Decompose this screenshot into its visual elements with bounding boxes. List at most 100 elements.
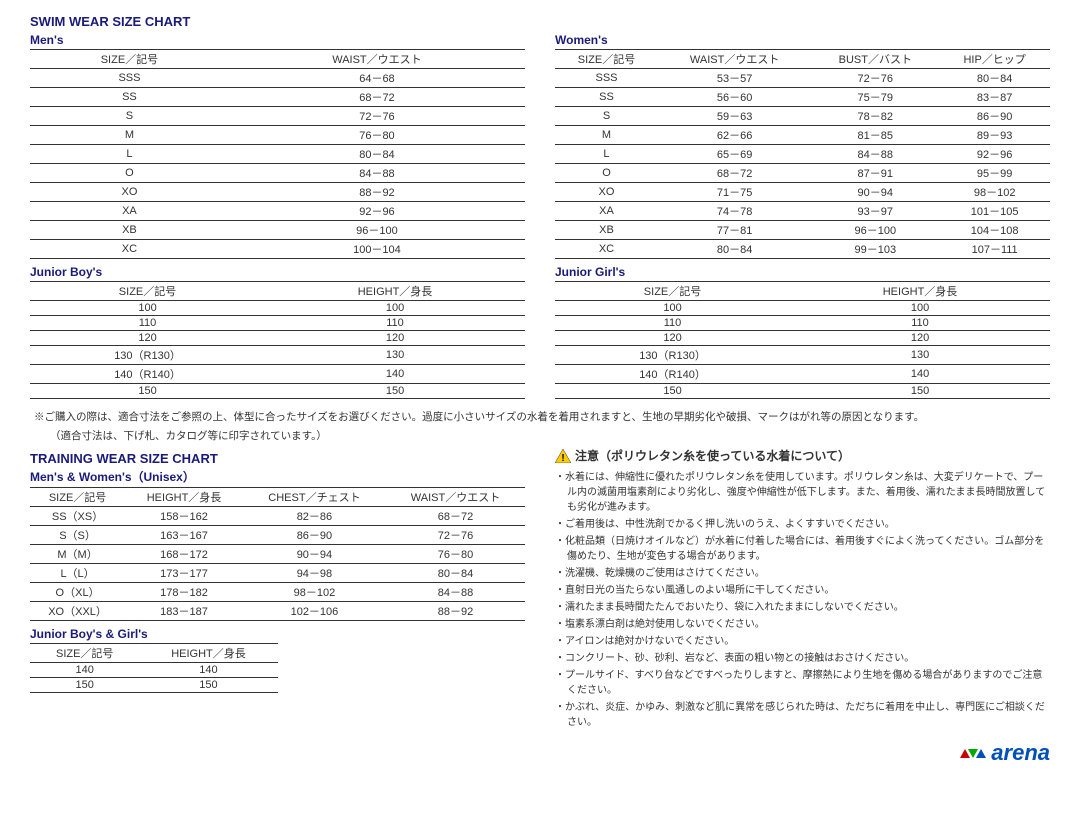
table-cell: SS（XS） [30,507,125,526]
table-cell: 120 [30,331,265,346]
table-cell: SS [555,88,658,107]
unisex-title: Men's & Women's（Unisex） [30,468,525,485]
table-cell: L [555,145,658,164]
caution-item: 洗濯機、乾燥機のご使用はさけてください。 [555,566,1050,581]
table-header: WAIST／ウエスト [229,50,525,69]
table-row: 130（R130）130 [555,346,1050,365]
table-cell: 140 [790,365,1050,384]
caution-item: 直射日光の当たらない風通しのよい場所に干してください。 [555,583,1050,598]
table-row: 140（R140）140 [555,365,1050,384]
table-header: SIZE／記号 [555,50,658,69]
table-cell: 77－81 [658,221,811,240]
junior-girls-title: Junior Girl's [555,265,1050,279]
mens-title: Men's [30,33,525,47]
table-cell: 150 [265,384,525,399]
table-row: L65－6984－8892－96 [555,145,1050,164]
mens-col: Men's SIZE／記号WAIST／ウエストSSS64－68SS68－72S7… [30,31,525,405]
table-row: 110110 [555,316,1050,331]
table-row: L80－84 [30,145,525,164]
table-cell: 110 [555,316,790,331]
table-cell: 120 [265,331,525,346]
table-cell: M [555,126,658,145]
table-cell: 88－92 [229,183,525,202]
junior-girls-table: SIZE／記号HEIGHT／身長100100110110120120130（R1… [555,281,1050,399]
table-cell: 183－187 [125,602,243,621]
junior-boys-title: Junior Boy's [30,265,525,279]
table-cell: S（S） [30,526,125,545]
caution-item: 塩素系漂白剤は絶対使用しないでください。 [555,617,1050,632]
table-cell: 99－103 [811,240,939,259]
table-cell: 101－105 [939,202,1050,221]
table-row: 100100 [555,301,1050,316]
table-row: XC80－8499－103107－111 [555,240,1050,259]
table-row: 120120 [30,331,525,346]
table-cell: 107－111 [939,240,1050,259]
caution-item: アイロンは絶対かけないでください。 [555,634,1050,649]
table-cell: 102－106 [243,602,386,621]
table-cell: S [555,107,658,126]
table-row: XB77－8196－100104－108 [555,221,1050,240]
table-row: S72－76 [30,107,525,126]
table-cell: 84－88 [386,583,525,602]
table-cell: 90－94 [243,545,386,564]
table-cell: 120 [555,331,790,346]
swim-tables-row: Men's SIZE／記号WAIST／ウエストSSS64－68SS68－72S7… [30,31,1050,405]
table-cell: 80－84 [939,69,1050,88]
caution-col: ! 注意（ポリウレタン糸を使っている水着について） 水着には、伸縮性に優れたポリ… [555,447,1050,766]
table-cell: 150 [790,384,1050,399]
table-cell: 62－66 [658,126,811,145]
table-row: 100100 [30,301,525,316]
table-cell: 56－60 [658,88,811,107]
table-cell: 68－72 [658,164,811,183]
junior-boys-table: SIZE／記号HEIGHT／身長100100110110120120130（R1… [30,281,525,399]
table-cell: 78－82 [811,107,939,126]
bottom-row: TRAINING WEAR SIZE CHART Men's & Women's… [30,447,1050,766]
table-row: XA74－7893－97101－105 [555,202,1050,221]
table-cell: 90－94 [811,183,939,202]
table-cell: O [555,164,658,183]
table-header: WAIST／ウエスト [386,488,525,507]
table-cell: 80－84 [386,564,525,583]
svg-text:!: ! [561,453,564,463]
caution-title-text: 注意（ポリウレタン糸を使っている水着について） [575,447,850,464]
table-cell: 72－76 [229,107,525,126]
mens-table: SIZE／記号WAIST／ウエストSSS64－68SS68－72S72－76M7… [30,49,525,259]
table-cell: 110 [265,316,525,331]
table-cell: 68－72 [386,507,525,526]
table-cell: SS [30,88,229,107]
table-cell: XB [30,221,229,240]
table-row: O68－7287－9195－99 [555,164,1050,183]
table-cell: 80－84 [658,240,811,259]
table-row: 120120 [555,331,1050,346]
table-row: 110110 [30,316,525,331]
table-cell: 140 [30,663,139,678]
table-row: O（XL）178－18298－10284－88 [30,583,525,602]
table-header: SIZE／記号 [555,282,790,301]
table-cell: XA [30,202,229,221]
table-cell: XB [555,221,658,240]
training-title: TRAINING WEAR SIZE CHART [30,451,525,466]
table-header: WAIST／ウエスト [658,50,811,69]
table-cell: 150 [30,384,265,399]
table-row: M62－6681－8589－93 [555,126,1050,145]
table-cell: 84－88 [229,164,525,183]
table-cell: 80－84 [229,145,525,164]
table-cell: 81－85 [811,126,939,145]
table-header: SIZE／記号 [30,50,229,69]
table-cell: 163－167 [125,526,243,545]
table-cell: 84－88 [811,145,939,164]
table-cell: 100 [30,301,265,316]
table-header: HEIGHT／身長 [790,282,1050,301]
table-row: XO71－7590－9498－102 [555,183,1050,202]
table-cell: 140 [265,365,525,384]
caution-item: かぶれ、炎症、かゆみ、刺激など肌に異常を感じられた時は、ただちに着用を中止し、専… [555,700,1050,730]
warning-icon: ! [555,449,571,463]
logo-text: arena [991,740,1050,766]
table-row: SSS64－68 [30,69,525,88]
table-cell: 130（R130） [555,346,790,365]
logo-wrap: arena [555,740,1050,766]
table-cell: 74－78 [658,202,811,221]
table-cell: 100－104 [229,240,525,259]
table-cell: 104－108 [939,221,1050,240]
table-cell: 96－100 [229,221,525,240]
